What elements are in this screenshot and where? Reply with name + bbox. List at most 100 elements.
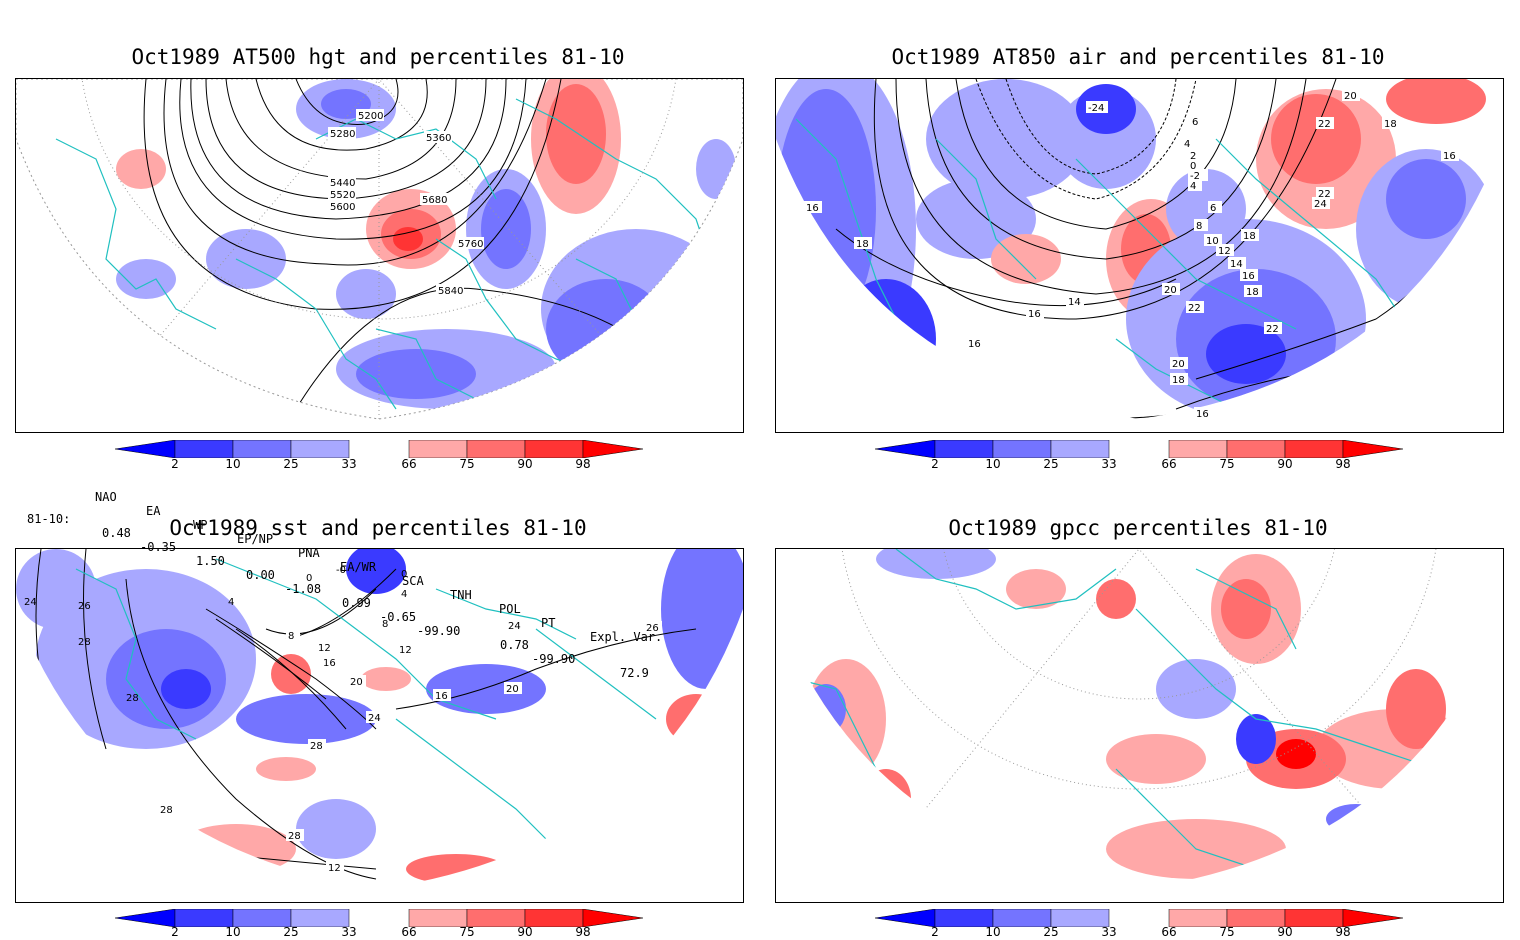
contour-label-s10: 16 (323, 658, 336, 669)
contour-label-a30: 18 (1384, 119, 1397, 130)
cb3-label-90: 90 (517, 925, 533, 939)
cb3-label-33: 33 (341, 925, 357, 939)
index-header-row: NAO EA WP EP/NP PNA EA/WR SCA TNH POL PT… (0, 476, 760, 644)
contour-label-s23: 26 (646, 623, 659, 634)
contour-label-5520: 5520 (330, 190, 355, 201)
contour-label-s5: 28 (288, 831, 301, 842)
contour-label-s3: 28 (126, 693, 139, 704)
contour-label-a4: 0 (1190, 161, 1196, 172)
contour-label-a31: 16 (968, 339, 981, 350)
contour-label-5440: 5440 (330, 178, 355, 189)
index-header-epnp: EP/NP (237, 532, 274, 546)
map-sst: 24 26 28 28 28 28 12 4 8 12 16 20 24 28 … (15, 548, 744, 903)
index-row-label: 81-10: (27, 512, 71, 526)
cb2-label-10: 10 (985, 457, 1001, 471)
cb1-label-2: 2 (171, 457, 179, 471)
contour-label-s0: 24 (24, 597, 37, 608)
sst-contour-labels: 24 26 28 28 28 28 12 4 8 12 16 20 24 28 … (24, 565, 662, 874)
index-header-explvar: Expl. Var. (590, 630, 663, 644)
cb2-label-66: 66 (1161, 457, 1177, 471)
index-header-ea: EA (146, 504, 161, 518)
cb4-label-90: 90 (1277, 925, 1293, 939)
index-value-tnh: -99.90 (417, 624, 461, 638)
contour-label-a24: 18 (1172, 375, 1185, 386)
index-header-wp: WP (193, 518, 208, 532)
contour-label-a15: 22 (1188, 303, 1201, 314)
contour-label-s14: 0 (306, 573, 312, 584)
contour-label-5200: 5200 (358, 111, 383, 122)
cb4-label-10: 10 (985, 925, 1001, 939)
index-header-pt: PT (541, 616, 556, 630)
index-header-nao: NAO (95, 490, 117, 504)
cb2-label-98: 98 (1335, 457, 1351, 471)
cb4-label-25: 25 (1043, 925, 1059, 939)
contour-label-s15: -0 (336, 565, 346, 576)
index-value-pna: -1.08 (285, 582, 322, 596)
contour-label-5600: 5600 (330, 202, 355, 213)
contour-label-a0: -24 (1088, 103, 1104, 114)
panel-title-air850: Oct1989 AT850 air and percentiles 81-10 (891, 45, 1385, 69)
cb3-label-75: 75 (459, 925, 475, 939)
index-value-wp: 1.50 (196, 554, 225, 568)
contour-label-a26: 22 (1266, 324, 1279, 335)
contour-label-a14: 20 (1164, 285, 1177, 296)
panel-title-sst: Oct1989 sst and percentiles 81-10 (169, 516, 587, 540)
cb1-label-66: 66 (401, 457, 417, 471)
contour-label-s21: 20 (506, 684, 519, 695)
map-hgt500-graphic: 5200 5280 5360 5440 5520 5600 5680 5760 … (16, 79, 743, 420)
cb4-label-98: 98 (1335, 925, 1351, 939)
index-value-row: 81-10: 0.48 -0.35 1.50 0.00 -1.08 0.99 -… (0, 498, 760, 680)
cb3-label-10: 10 (225, 925, 241, 939)
index-header-tnh: TNH (450, 588, 472, 602)
contour-label-a25: 16 (1196, 409, 1209, 420)
index-value-epnp: 0.00 (246, 568, 275, 582)
cb1-label-75: 75 (459, 457, 475, 471)
contour-label-a8: 8 (1196, 221, 1202, 232)
colorbar-1-swatches (114, 439, 644, 459)
contour-label-s12: 24 (368, 713, 381, 724)
index-value-explvar: 72.9 (620, 666, 649, 680)
cb3-label-66: 66 (401, 925, 417, 939)
colorbar-2: 2 10 25 33 66 75 90 98 (874, 439, 1405, 471)
cb2-label-33: 33 (1101, 457, 1117, 471)
index-header-eawr: EA/WR (340, 560, 377, 574)
cb4-label-2: 2 (931, 925, 939, 939)
contour-label-s1: 26 (78, 601, 91, 612)
cb3-label-25: 25 (283, 925, 299, 939)
contour-label-s8: 8 (288, 631, 294, 642)
contour-label-s7: 4 (228, 597, 234, 608)
colorbar-4: 2 10 25 33 66 75 90 98 (874, 908, 1405, 939)
map-sst-graphic: 24 26 28 28 28 28 12 4 8 12 16 20 24 28 … (16, 549, 743, 889)
contour-label-a2: 4 (1184, 139, 1190, 150)
contour-label-a21: 14 (1068, 297, 1081, 308)
contour-label-s9: 12 (318, 643, 331, 654)
map-air850-graphic: -24 6 4 2 0 -2 4 6 8 10 12 14 16 18 20 2… (776, 79, 1503, 420)
contour-label-5760: 5760 (458, 239, 483, 250)
contour-label-a9: 10 (1206, 236, 1219, 247)
cb1-label-33: 33 (341, 457, 357, 471)
map-gpcc (775, 548, 1504, 903)
index-value-pt: -99.90 (532, 652, 576, 666)
cb2-label-90: 90 (1277, 457, 1293, 471)
air850-contour-labels: -24 6 4 2 0 -2 4 6 8 10 12 14 16 18 20 2… (804, 89, 1459, 420)
contour-label-a6: 4 (1190, 181, 1196, 192)
contour-label-5840: 5840 (438, 286, 463, 297)
colorbar-1: 2 10 25 33 66 75 90 98 (114, 439, 645, 471)
contour-label-a17: 16 (806, 203, 819, 214)
map-air850: -24 6 4 2 0 -2 4 6 8 10 12 14 16 18 20 2… (775, 78, 1504, 433)
map-hgt500: 5200 5280 5360 5440 5520 5600 5680 5760 … (15, 78, 744, 433)
cb3-label-98: 98 (575, 925, 591, 939)
contour-label-a29: 22 (1318, 189, 1331, 200)
contour-label-a18: 18 (856, 239, 869, 250)
index-value-sca: -0.65 (380, 610, 417, 624)
colorbar-3-swatches (114, 908, 644, 928)
cb1-label-98: 98 (575, 457, 591, 471)
cb2-label-2: 2 (931, 457, 939, 471)
colorbar-2-swatches (874, 439, 1404, 459)
panel-title-gpcc: Oct1989 gpcc percentiles 81-10 (948, 516, 1328, 540)
contour-label-a7: 6 (1210, 203, 1216, 214)
contour-label-s16: 0 (401, 569, 407, 580)
contour-label-s11: 20 (350, 677, 363, 688)
contour-label-s6: 12 (328, 863, 341, 874)
contour-label-5360: 5360 (426, 133, 451, 144)
